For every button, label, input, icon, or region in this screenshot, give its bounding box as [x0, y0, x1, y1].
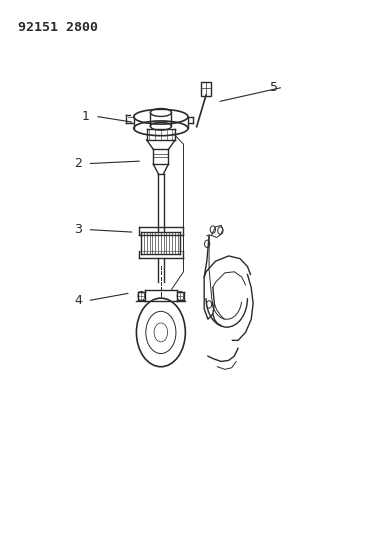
Text: 4: 4	[74, 294, 82, 308]
Text: 92151 2800: 92151 2800	[18, 21, 98, 34]
Text: 2: 2	[74, 157, 82, 170]
Text: 3: 3	[74, 223, 82, 236]
Text: 5: 5	[270, 80, 278, 94]
Text: 1: 1	[82, 110, 89, 123]
FancyBboxPatch shape	[201, 83, 211, 96]
